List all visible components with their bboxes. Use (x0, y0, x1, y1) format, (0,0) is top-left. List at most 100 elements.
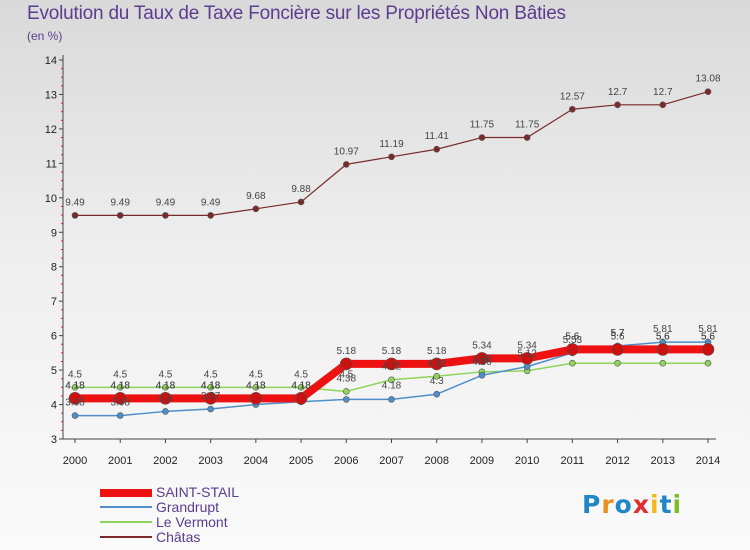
data-label-grandrupt: 5.53 (563, 335, 583, 346)
data-label-le-vermont: 4.5 (204, 369, 218, 380)
proxiti-logo: Proxiti (582, 490, 682, 519)
data-label-ch-tas: 12.57 (560, 91, 585, 102)
data-label-grandrupt: 5.12 (517, 349, 537, 360)
data-label-ch-tas: 12.7 (653, 87, 673, 98)
data-label-ch-tas: 11.19 (379, 139, 404, 150)
data-label-le-vermont: 4.5 (68, 369, 82, 380)
data-label-extra: 5.6 (701, 331, 715, 342)
data-point-saint-stail (159, 392, 172, 405)
data-point-saint-stail (611, 343, 624, 356)
y-tick-label: 7 (51, 296, 57, 308)
data-point-ch-tas (704, 88, 712, 95)
data-point-grandrupt (71, 412, 79, 419)
logo-letter: i (672, 490, 683, 519)
x-tick-label: 2010 (515, 455, 539, 467)
legend-label: SAINT-STAIL (156, 484, 239, 500)
data-label-le-vermont: 4.5 (158, 369, 172, 380)
data-label-le-vermont: 4.5 (249, 369, 263, 380)
data-label-extra: 4.18 (382, 380, 402, 391)
data-point-grandrupt (388, 396, 395, 403)
legend-label: Le Vermont (156, 514, 228, 530)
logo-letter: t (659, 490, 673, 519)
x-tick-label: 2005 (289, 455, 313, 467)
data-label-saint-stail: 5.34 (517, 340, 537, 351)
data-point-ch-tas (297, 198, 305, 206)
data-label-ch-tas: 9.49 (156, 197, 176, 208)
data-point-grandrupt (116, 412, 124, 419)
data-label-extra: 4.18 (201, 380, 221, 391)
data-label-extra: 4.3 (430, 376, 444, 387)
data-label-ch-tas: 9.49 (201, 197, 221, 208)
y-tick-label: 10 (45, 193, 57, 205)
data-point-ch-tas (569, 105, 576, 113)
y-tick-label: 8 (51, 262, 57, 274)
data-label-saint-stail: 4.18 (246, 380, 266, 391)
data-point-le-vermont (659, 359, 667, 367)
x-tick-label: 2001 (108, 455, 132, 467)
y-tick-label: 14 (45, 55, 57, 67)
data-label-saint-stail: 4.18 (201, 380, 221, 391)
data-label-saint-stail: 4.18 (110, 380, 130, 391)
data-point-ch-tas (433, 145, 441, 153)
data-point-ch-tas (71, 212, 79, 219)
data-label-saint-stail: 4.18 (291, 380, 311, 391)
data-point-le-vermont (297, 384, 305, 391)
data-label-ch-tas: 12.7 (608, 87, 628, 98)
x-tick-label: 2007 (379, 455, 403, 467)
data-label-grandrupt: 3.68 (65, 398, 85, 409)
x-tick-label: 2008 (424, 455, 448, 467)
data-point-grandrupt (207, 405, 214, 413)
y-tick-label: 13 (45, 89, 57, 101)
x-tick-label: 2013 (651, 455, 675, 467)
data-label-le-vermont: 4.5 (294, 369, 308, 380)
data-label-extra: 5.7 (611, 328, 625, 339)
y-tick-label: 11 (46, 158, 57, 170)
legend-swatch (100, 536, 152, 538)
data-label-extra: 4.5 (339, 369, 353, 380)
y-tick-label: 3 (51, 434, 57, 446)
data-point-le-vermont (433, 372, 441, 380)
data-label-extra: 4.18 (110, 380, 130, 391)
data-point-ch-tas (659, 101, 667, 109)
data-point-saint-stail (430, 357, 444, 371)
data-label-extra: 5.6 (565, 331, 579, 342)
data-point-saint-stail (113, 392, 127, 405)
data-label-ch-tas: 9.49 (65, 197, 85, 208)
data-point-ch-tas (478, 134, 486, 141)
data-point-ch-tas (614, 101, 621, 109)
data-point-ch-tas (252, 205, 260, 213)
y-tick-label: 5 (51, 365, 57, 377)
data-point-saint-stail (68, 392, 82, 405)
data-point-grandrupt (162, 408, 169, 415)
logo-letter: x (632, 490, 650, 519)
data-label-grandrupt: 3.8 (158, 393, 172, 404)
data-point-saint-stail (656, 343, 670, 356)
data-point-le-vermont (342, 388, 350, 395)
legend-swatch (100, 521, 152, 523)
data-label-saint-stail: 5.6 (701, 331, 715, 342)
data-point-saint-stail (701, 343, 715, 356)
data-label-ch-tas: 11.75 (515, 120, 540, 131)
chart-title: Evolution du Taux de Taxe Foncière sur l… (27, 3, 566, 24)
data-label-saint-stail: 5.18 (337, 346, 357, 357)
data-point-grandrupt (433, 390, 441, 398)
data-label-grandrupt: 5.7 (611, 328, 625, 339)
data-point-le-vermont (704, 359, 712, 367)
chart-subtitle: (en %) (27, 29, 63, 43)
legend-swatch (100, 489, 152, 497)
data-label-ch-tas: 11.41 (425, 131, 450, 142)
data-point-le-vermont (162, 384, 169, 391)
data-label-extra: 4.18 (65, 380, 85, 391)
data-point-saint-stail (475, 352, 489, 365)
x-tick-label: 2003 (198, 455, 222, 467)
data-label-extra: 4.18 (156, 380, 176, 391)
data-label-ch-tas: 13.08 (695, 74, 720, 85)
data-label-extra: 5.6 (656, 331, 670, 342)
data-label-ch-tas: 9.88 (291, 184, 311, 195)
data-label-saint-stail: 5.6 (611, 331, 625, 342)
data-label-saint-stail: 5.6 (565, 331, 579, 342)
data-point-le-vermont (388, 376, 395, 384)
data-label-le-vermont: 4.98 (472, 354, 492, 365)
data-label-le-vermont: 4.82 (427, 358, 447, 369)
data-point-le-vermont (569, 359, 576, 367)
